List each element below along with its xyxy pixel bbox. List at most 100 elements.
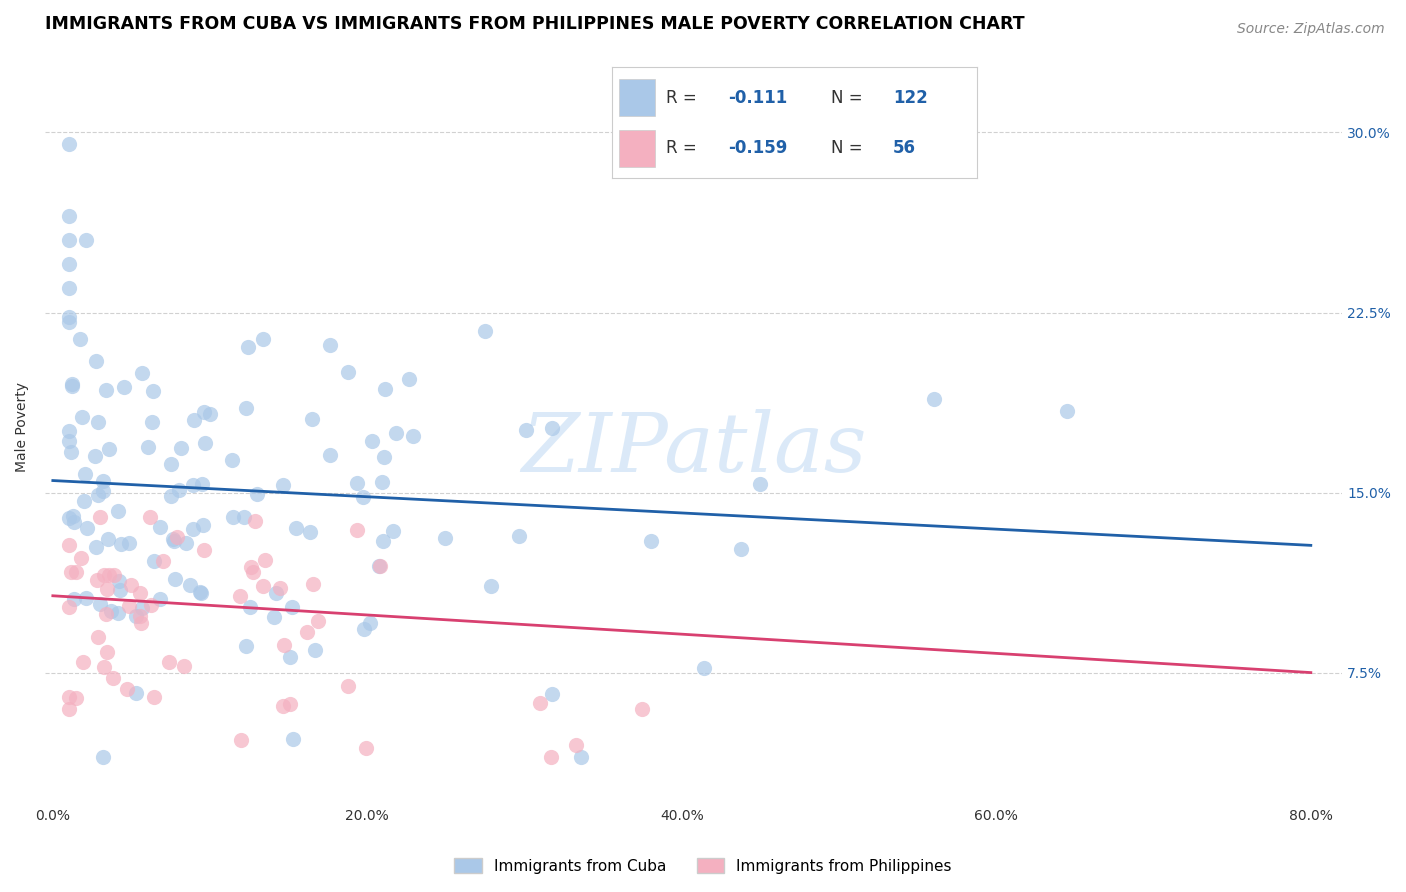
Point	[191, 476, 214, 491]
Point	[60, 566, 83, 580]
Point	[198, 408, 221, 422]
Point	[128, 609, 150, 624]
Point	[181, 522, 204, 536]
Point	[103, 567, 125, 582]
Point	[84, 354, 107, 368]
Point	[1056, 404, 1078, 418]
Point	[141, 415, 163, 429]
Point	[124, 686, 146, 700]
Point	[569, 749, 592, 764]
Point	[346, 476, 368, 491]
Point	[58, 510, 80, 524]
Point	[273, 477, 295, 491]
Point	[269, 581, 291, 595]
Point	[193, 405, 215, 419]
Point	[149, 591, 172, 606]
Text: ZIPatlas: ZIPatlas	[520, 409, 866, 489]
Point	[100, 604, 122, 618]
Point	[253, 552, 276, 566]
Point	[160, 457, 183, 471]
Point	[181, 477, 204, 491]
Point	[176, 536, 198, 550]
Point	[58, 137, 80, 152]
Point	[190, 586, 212, 600]
Point	[58, 702, 80, 716]
Point	[163, 572, 186, 586]
Point	[75, 591, 97, 605]
Y-axis label: Male Poverty: Male Poverty	[15, 382, 30, 472]
Point	[89, 509, 111, 524]
Point	[162, 533, 184, 547]
Point	[58, 537, 80, 551]
Point	[540, 750, 562, 764]
Point	[58, 210, 80, 224]
Point	[235, 401, 257, 415]
Point	[136, 440, 159, 454]
Point	[640, 534, 662, 549]
Point	[149, 520, 172, 534]
Point	[84, 540, 107, 554]
Point	[115, 681, 138, 696]
Legend: Immigrants from Cuba, Immigrants from Philippines: Immigrants from Cuba, Immigrants from Ph…	[449, 852, 957, 880]
Text: 122: 122	[893, 88, 928, 106]
Point	[295, 625, 318, 640]
Point	[86, 574, 108, 588]
Point	[143, 554, 166, 568]
Point	[381, 524, 404, 539]
Point	[301, 412, 323, 426]
Point	[373, 450, 395, 464]
Point	[94, 607, 117, 621]
Point	[60, 379, 83, 393]
Point	[284, 521, 307, 535]
Point	[370, 559, 392, 574]
Point	[63, 591, 86, 606]
Point	[304, 643, 326, 657]
Text: R =: R =	[666, 139, 703, 157]
Point	[87, 630, 110, 644]
Point	[62, 509, 84, 524]
Point	[173, 658, 195, 673]
Point	[60, 445, 83, 459]
Point	[481, 579, 503, 593]
Bar	[619, 130, 655, 168]
Point	[58, 599, 80, 614]
Point	[352, 490, 374, 504]
Point	[336, 679, 359, 693]
Point	[252, 579, 274, 593]
Point	[65, 690, 87, 705]
Point	[63, 515, 86, 529]
Text: Source: ZipAtlas.com: Source: ZipAtlas.com	[1237, 22, 1385, 37]
Point	[170, 441, 193, 455]
Point	[160, 489, 183, 503]
Point	[243, 514, 266, 528]
Point	[540, 687, 562, 701]
Bar	[619, 79, 655, 116]
Point	[301, 577, 323, 591]
Point	[58, 258, 80, 272]
Point	[540, 421, 562, 435]
Point	[75, 233, 97, 247]
Point	[97, 442, 120, 456]
Point	[87, 415, 110, 429]
Point	[167, 483, 190, 498]
Point	[283, 732, 305, 747]
Point	[299, 525, 322, 540]
Point	[124, 608, 146, 623]
Point	[508, 529, 530, 543]
Point	[101, 671, 124, 685]
Point	[58, 315, 80, 329]
Point	[749, 477, 772, 491]
Point	[89, 598, 111, 612]
Point	[58, 310, 80, 324]
Point	[384, 426, 406, 441]
Point	[96, 645, 118, 659]
Point	[84, 449, 107, 463]
Point	[401, 429, 423, 443]
Point	[242, 566, 264, 580]
Point	[94, 383, 117, 397]
Point	[474, 325, 496, 339]
Point	[97, 532, 120, 546]
Point	[194, 435, 217, 450]
Point	[120, 578, 142, 592]
Text: N =: N =	[831, 139, 868, 157]
